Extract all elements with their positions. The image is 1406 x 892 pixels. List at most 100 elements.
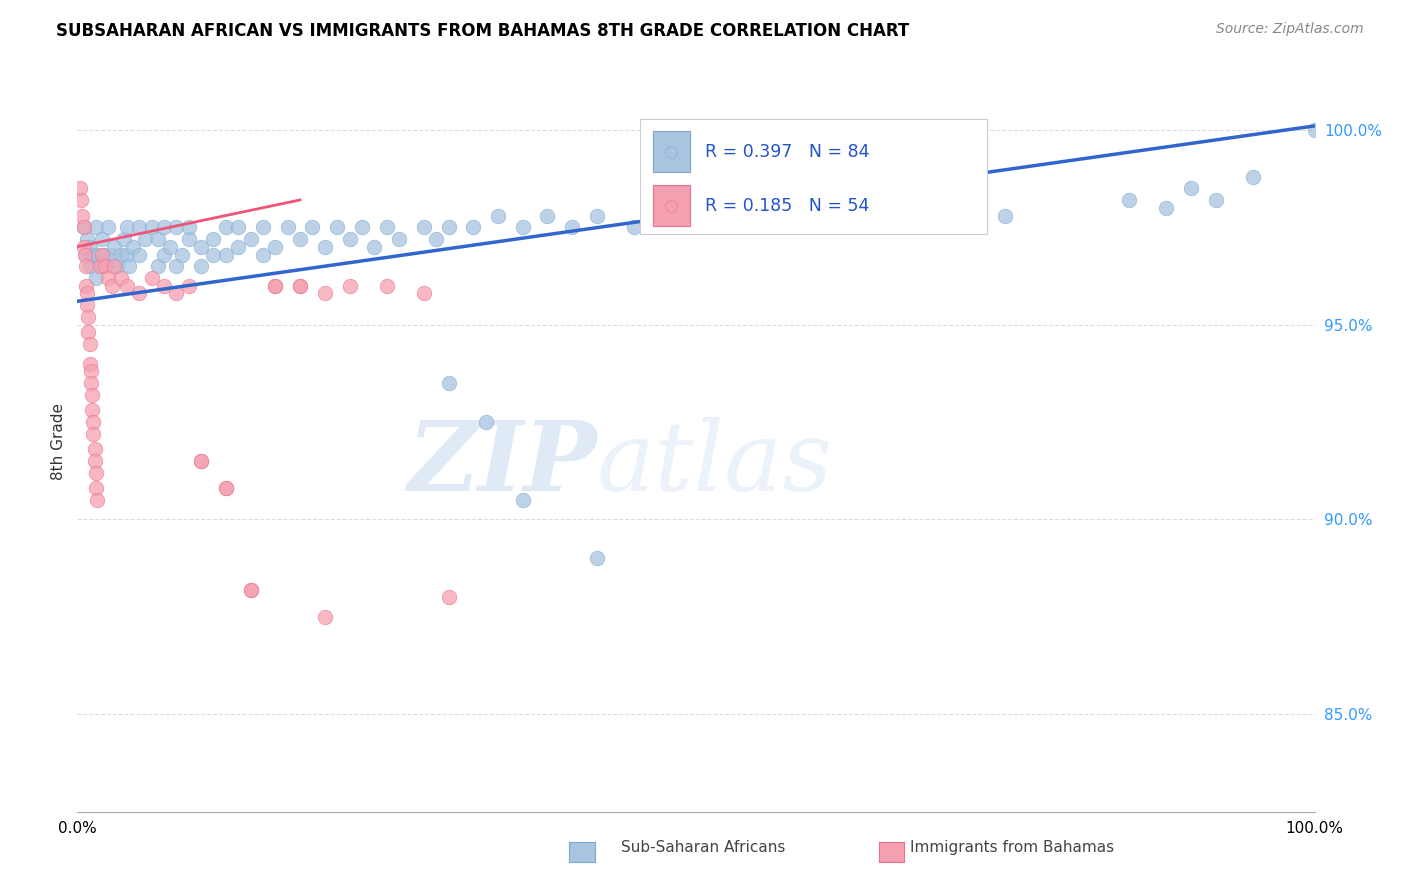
- Point: [91, 259, 114, 273]
- Point: [103, 240, 125, 254]
- Point: [76, 286, 98, 301]
- Point: [110, 271, 132, 285]
- Point: [623, 220, 645, 235]
- Point: [190, 259, 212, 273]
- Point: [69, 181, 91, 195]
- Point: [994, 209, 1017, 223]
- Point: [75, 278, 97, 293]
- Point: [101, 278, 124, 293]
- Point: [153, 278, 176, 293]
- Point: [586, 209, 609, 223]
- Point: [84, 481, 107, 495]
- Point: [226, 220, 249, 235]
- Point: [70, 193, 93, 207]
- Point: [165, 220, 187, 235]
- Point: [101, 247, 124, 261]
- Point: [326, 220, 349, 235]
- Point: [84, 220, 107, 235]
- Point: [115, 278, 138, 293]
- Point: [388, 232, 411, 246]
- Point: [252, 247, 274, 261]
- Y-axis label: 8th Grade: 8th Grade: [51, 403, 66, 480]
- Point: [82, 403, 104, 417]
- Point: [172, 247, 194, 261]
- Point: [83, 454, 105, 468]
- Point: [82, 426, 104, 441]
- FancyBboxPatch shape: [652, 131, 690, 172]
- Point: [80, 376, 103, 390]
- Point: [84, 466, 107, 480]
- Point: [1180, 181, 1202, 195]
- FancyBboxPatch shape: [640, 120, 987, 235]
- Point: [314, 286, 336, 301]
- Point: [288, 278, 311, 293]
- Text: atlas: atlas: [598, 417, 834, 511]
- Point: [177, 232, 200, 246]
- Point: [86, 493, 108, 508]
- Point: [512, 220, 534, 235]
- Point: [339, 278, 361, 293]
- Point: [87, 247, 110, 261]
- Point: [73, 247, 96, 261]
- Point: [79, 337, 101, 351]
- Point: [264, 278, 287, 293]
- Point: [77, 326, 100, 340]
- Point: [215, 247, 238, 261]
- Point: [561, 220, 583, 235]
- Point: [363, 240, 385, 254]
- Point: [76, 298, 98, 312]
- Point: [226, 240, 249, 254]
- Point: [75, 259, 97, 273]
- Point: [128, 220, 150, 235]
- Point: [72, 220, 94, 235]
- Point: [264, 278, 287, 293]
- Point: [134, 232, 156, 246]
- Point: [314, 610, 336, 624]
- Point: [685, 220, 707, 235]
- Point: [190, 454, 212, 468]
- Point: [91, 247, 114, 261]
- Point: [128, 286, 150, 301]
- Point: [288, 232, 311, 246]
- Point: [165, 259, 187, 273]
- Point: [190, 454, 212, 468]
- Point: [72, 220, 94, 235]
- Point: [239, 232, 262, 246]
- Point: [659, 829, 682, 843]
- Point: [215, 220, 238, 235]
- Point: [72, 240, 94, 254]
- Text: Sub-Saharan Africans: Sub-Saharan Africans: [621, 840, 785, 855]
- Text: Immigrants from Bahamas: Immigrants from Bahamas: [910, 840, 1115, 855]
- Text: R = 0.397   N = 84: R = 0.397 N = 84: [704, 143, 869, 161]
- Point: [957, 201, 980, 215]
- Point: [239, 582, 262, 597]
- Point: [659, 209, 682, 223]
- Point: [84, 271, 107, 285]
- Point: [103, 259, 125, 273]
- Point: [907, 220, 929, 235]
- Point: [159, 240, 181, 254]
- Point: [425, 232, 447, 246]
- Point: [412, 220, 434, 235]
- Point: [252, 220, 274, 235]
- Point: [77, 310, 100, 324]
- Point: [437, 220, 460, 235]
- Point: [350, 220, 373, 235]
- Point: [474, 415, 496, 429]
- Point: [97, 271, 120, 285]
- Point: [177, 220, 200, 235]
- Point: [79, 259, 101, 273]
- Point: [536, 209, 558, 223]
- Point: [112, 232, 135, 246]
- Point: [93, 247, 115, 261]
- Point: [115, 220, 138, 235]
- Point: [79, 240, 101, 254]
- Point: [834, 209, 856, 223]
- Point: [76, 232, 98, 246]
- Point: [82, 247, 104, 261]
- Text: ZIP: ZIP: [408, 417, 598, 511]
- Point: [89, 259, 111, 273]
- Point: [1241, 169, 1264, 184]
- Point: [277, 220, 299, 235]
- Point: [486, 209, 509, 223]
